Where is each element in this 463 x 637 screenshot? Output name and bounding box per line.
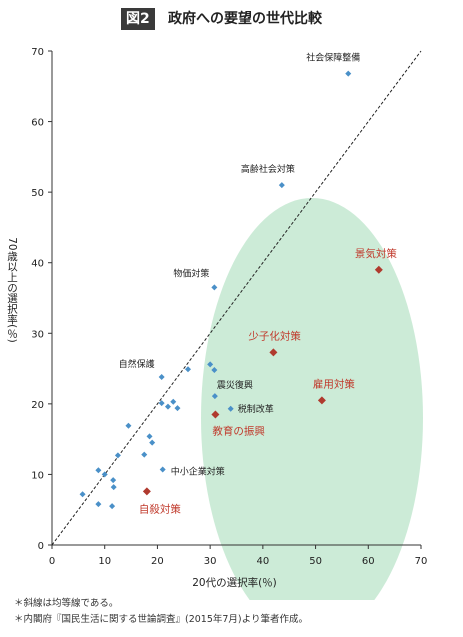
highlighted-label: 自殺対策 bbox=[139, 502, 181, 515]
y-tick-label: 60 bbox=[31, 118, 44, 129]
scatter-chart: 0 10 20 30 40 50 60 70 0 10 20 30 40 50 60 70 社会保障整備高齢社会… bbox=[6, 47, 428, 600]
scatter-point bbox=[95, 501, 102, 508]
x-tick-label: 30 bbox=[204, 556, 217, 567]
scatter-point bbox=[170, 398, 177, 405]
scatter-point-labeled bbox=[278, 182, 285, 189]
scatter-point bbox=[185, 366, 192, 373]
x-tick-label: 40 bbox=[256, 556, 269, 567]
scatter-point bbox=[174, 405, 181, 412]
scatter-point-labeled bbox=[211, 284, 218, 291]
point-label: 物価対策 bbox=[173, 267, 209, 279]
x-tick-label: 20 bbox=[151, 556, 164, 567]
scatter-point bbox=[211, 366, 218, 373]
scatter-point bbox=[164, 403, 171, 410]
highlighted-point bbox=[211, 410, 220, 419]
highlighted-point bbox=[269, 348, 278, 357]
y-tick-label: 0 bbox=[38, 541, 44, 552]
y-tick-label: 50 bbox=[31, 188, 44, 199]
y-tick-label: 70 bbox=[31, 47, 44, 58]
highlighted-point bbox=[317, 396, 326, 405]
x-tick-label: 50 bbox=[309, 556, 322, 567]
y-tick-label: 40 bbox=[31, 259, 44, 270]
scatter-point bbox=[110, 484, 117, 491]
scatter-point bbox=[207, 361, 214, 368]
scatter-point-labeled bbox=[227, 405, 234, 412]
footnote-source: ＊内閣府『国民生活に関する世論調査』(2015年7月)より筆者作成。 bbox=[14, 614, 308, 625]
point-label: 震災復興 bbox=[217, 379, 253, 391]
figure-number-badge: 図2 bbox=[121, 8, 155, 30]
x-tick-label: 70 bbox=[415, 556, 428, 567]
scatter-point bbox=[101, 471, 108, 478]
x-tick-label: 60 bbox=[362, 556, 375, 567]
scatter-point bbox=[114, 452, 121, 459]
scatter-point bbox=[79, 491, 86, 498]
scatter-point bbox=[125, 422, 132, 429]
y-tick-label: 20 bbox=[31, 400, 44, 411]
scatter-point-labeled bbox=[211, 393, 218, 400]
scatter-point bbox=[95, 467, 102, 474]
scatter-point-labeled bbox=[159, 466, 166, 473]
x-axis-title: 20代の選択率(％) bbox=[192, 576, 277, 589]
point-label: 自然保護 bbox=[119, 358, 155, 370]
y-tick-label: 30 bbox=[31, 329, 44, 340]
y-axis-title: 70歳以上の選択率(％) bbox=[6, 237, 18, 343]
highlighted-label: 雇用対策 bbox=[313, 377, 355, 390]
footnotes: ＊斜線は均等線である。 ＊内閣府『国民生活に関する世論調査』(2015年7月)よ… bbox=[14, 596, 308, 628]
x-tick-label: 0 bbox=[49, 556, 55, 567]
footnote-diagonal: ＊斜線は均等線である。 bbox=[14, 598, 119, 609]
highlighted-label: 少子化対策 bbox=[248, 329, 301, 342]
scatter-point bbox=[146, 433, 153, 440]
highlighted-point bbox=[142, 487, 151, 496]
scatter-point bbox=[141, 451, 148, 458]
scatter-point bbox=[110, 477, 117, 484]
highlight-ellipse bbox=[201, 198, 423, 600]
x-tick-label: 10 bbox=[98, 556, 111, 567]
point-label: 社会保障整備 bbox=[306, 52, 360, 64]
scatter-point-labeled bbox=[345, 70, 352, 77]
point-label: 中小企業対策 bbox=[171, 465, 225, 477]
point-label: 税制改革 bbox=[238, 403, 274, 415]
scatter-point bbox=[158, 400, 165, 407]
figure-title: 政府への要望の世代比較 bbox=[168, 11, 322, 27]
scatter-point-labeled bbox=[158, 374, 165, 381]
highlighted-label: 教育の振興 bbox=[212, 424, 265, 437]
scatter-point bbox=[149, 439, 156, 446]
point-label: 高齢社会対策 bbox=[241, 163, 295, 175]
highlighted-point bbox=[374, 265, 383, 274]
equality-line bbox=[51, 50, 422, 546]
scatter-point bbox=[109, 503, 116, 510]
y-tick-label: 10 bbox=[31, 470, 44, 481]
highlighted-label: 景気対策 bbox=[355, 247, 397, 260]
figure-header: 図2 政府への要望の世代比較 bbox=[0, 0, 463, 40]
